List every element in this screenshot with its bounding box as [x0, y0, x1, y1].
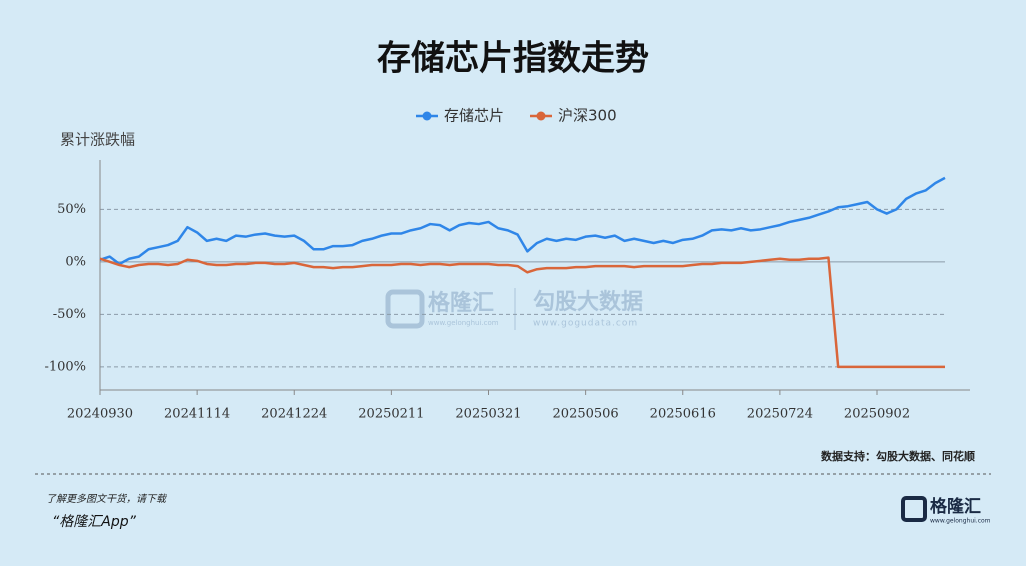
x-tick-label: 20250506 — [553, 407, 619, 422]
chart-title: 存储芯片指数走势 — [377, 39, 649, 79]
legend-label: 沪深300 — [558, 107, 617, 125]
watermark-icon — [385, 289, 425, 329]
x-tick-label: 20240930 — [67, 407, 133, 422]
watermark-text: 格隆汇 — [428, 290, 494, 316]
logo-name: 格隆汇 — [930, 496, 981, 517]
watermark-text: 勾股大数据 — [533, 289, 643, 315]
watermark: 格隆汇 www.gelonghui.com 勾股大数据 www.gogudata… — [385, 288, 643, 330]
y-axis-label: 累计涨跌幅 — [60, 131, 135, 149]
logo-icon — [901, 496, 927, 522]
x-tick-label: 20241224 — [261, 407, 327, 422]
legend-label: 存储芯片 — [444, 107, 504, 125]
legend-marker — [422, 111, 432, 121]
source: 数据支持：勾股大数据、同花顺 — [821, 449, 975, 463]
footer-text: 了解更多图文干货，请下载 — [46, 493, 168, 505]
y-tick-label: 50% — [57, 202, 86, 217]
x-tick-label: 20250211 — [358, 407, 424, 422]
x-tick-label: 20250616 — [650, 407, 716, 422]
x-tick-label: 20250724 — [747, 407, 813, 422]
watermark-url: www.gogudata.com — [533, 319, 638, 329]
logo-url: www.gelonghui.com — [930, 518, 991, 525]
x-tick-label: 20241114 — [164, 407, 230, 422]
series-line — [99, 176, 946, 266]
y-tick-label: -100% — [44, 359, 86, 374]
y-tick-label: 0% — [65, 254, 86, 269]
y-tick-label: -50% — [53, 307, 86, 322]
legend-marker — [536, 111, 546, 121]
watermark-url: www.gelonghui.com — [428, 319, 499, 327]
footer-app: “格隆汇App” — [52, 514, 137, 530]
x-tick-label: 20250321 — [455, 407, 521, 422]
x-tick-label: 20250902 — [844, 407, 910, 422]
series-line — [99, 256, 945, 369]
